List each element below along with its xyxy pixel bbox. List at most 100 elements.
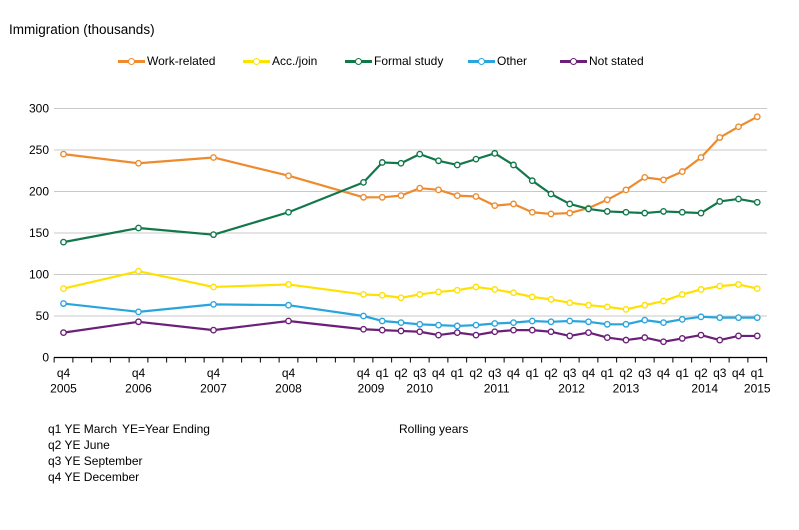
legend-label: Work-related [147, 54, 216, 68]
data-point-other [660, 319, 667, 327]
x-quarter-label: q1 [376, 366, 390, 380]
y-tick-label: 150 [29, 226, 49, 240]
data-point-work-related [603, 196, 611, 204]
y-tick-label: 300 [29, 102, 49, 116]
x-quarter-label: q3 [638, 366, 652, 380]
data-point-formal-study [435, 157, 442, 165]
data-point-not-stated [397, 327, 405, 335]
data-point-not-stated [641, 334, 649, 341]
data-point-formal-study [60, 238, 67, 246]
data-point-other [697, 313, 705, 321]
data-point-acc-join [378, 291, 386, 299]
series-line-other [62, 302, 759, 328]
x-quarter-label: q3 [563, 366, 577, 380]
legend-label: Acc./join [272, 54, 318, 68]
x-quarter-label: q4 [132, 366, 146, 380]
chart-title: Immigration (thousands) [9, 22, 155, 37]
data-point-formal-study [622, 208, 630, 216]
data-point-acc-join [641, 301, 649, 309]
x-quarter-label: q3 [413, 366, 427, 380]
legend-item-not-stated: Not stated [560, 53, 644, 69]
data-point-work-related [416, 184, 424, 192]
data-point-work-related [360, 193, 367, 201]
data-point-other [735, 314, 742, 322]
data-point-not-stated [753, 332, 761, 340]
data-point-not-stated [566, 332, 574, 340]
x-year-label: 2010 [406, 382, 433, 396]
data-point-other [360, 312, 367, 320]
x-quarter-label: q2 [394, 366, 408, 380]
x-year-label: 2014 [691, 382, 718, 396]
data-point-not-stated [622, 336, 630, 344]
data-point-work-related [510, 200, 517, 208]
chart-svg: 0 50 100 150 200 250 300 q4 q4 q4 q4 q4 q1 q2 q3 q4 q1 q2… [29, 102, 771, 396]
data-point-not-stated [210, 326, 217, 334]
data-point-other [135, 308, 142, 316]
legend-item-work-related: Work-related [118, 53, 215, 69]
x-quarter-label: q3 [713, 366, 727, 380]
x-quarter-label: q1 [451, 366, 465, 380]
data-point-formal-study [491, 149, 499, 157]
x-quarter-label: q4 [657, 366, 671, 380]
series-line-acc-join [62, 270, 759, 311]
data-point-other [453, 322, 461, 330]
data-point-work-related [660, 176, 667, 184]
data-point-acc-join [678, 291, 686, 298]
legend-label: Formal study [374, 54, 444, 68]
y-tick-label: 200 [29, 185, 49, 199]
data-point-work-related [547, 210, 555, 218]
data-point-other [285, 301, 292, 309]
data-point-formal-study [285, 208, 292, 216]
legend-label: Not stated [589, 54, 644, 68]
data-point-other [678, 315, 686, 323]
data-point-work-related [378, 193, 386, 201]
data-point-other [435, 321, 442, 329]
x-year-label: 2011 [484, 382, 510, 396]
data-point-formal-study [697, 209, 705, 217]
x-quarter-label: q4 [732, 366, 746, 380]
data-point-formal-study [528, 177, 536, 185]
legend-line-marker-icon [345, 57, 372, 65]
x-quarter-label: q2 [694, 366, 708, 380]
data-point-not-stated [135, 318, 142, 326]
data-point-formal-study [566, 200, 574, 208]
footnote-q3: q3 YE September [48, 454, 143, 468]
legend-line-marker-icon [118, 57, 145, 65]
data-point-work-related [491, 202, 499, 210]
x-year-label: 2005 [50, 382, 77, 396]
data-point-formal-study [453, 161, 461, 169]
data-point-acc-join [753, 285, 761, 293]
data-point-work-related [210, 154, 217, 161]
data-point-work-related [678, 168, 686, 175]
data-point-acc-join [397, 294, 405, 302]
data-point-not-stated [378, 326, 386, 334]
data-point-formal-study [716, 198, 724, 205]
data-point-other [510, 319, 517, 327]
y-tick-label: 250 [29, 143, 49, 157]
x-quarter-label: q2 [544, 366, 558, 380]
data-point-work-related [435, 186, 442, 194]
data-point-formal-study [753, 198, 761, 206]
data-point-acc-join [735, 281, 742, 288]
data-point-acc-join [491, 286, 499, 293]
x-quarter-label: q2 [619, 366, 633, 380]
data-point-work-related [397, 192, 405, 200]
footnote-ye-definition: YE=Year Ending [122, 422, 210, 436]
y-tick-label: 50 [36, 309, 50, 323]
data-point-work-related [453, 192, 461, 200]
data-point-work-related [285, 172, 292, 180]
x-quarter-label: q4 [357, 366, 371, 380]
x-year-label: 2015 [744, 382, 771, 396]
data-point-work-related [716, 134, 724, 141]
x-quarter-label: q1 [601, 366, 615, 380]
data-point-other [603, 320, 611, 328]
data-point-not-stated [585, 329, 592, 336]
data-point-work-related [566, 209, 574, 217]
data-point-formal-study [641, 209, 649, 217]
x-year-label: 2007 [200, 382, 227, 396]
data-point-other [753, 314, 761, 322]
x-quarter-label: q4 [432, 366, 446, 380]
data-point-acc-join [285, 281, 292, 288]
data-point-work-related [60, 150, 67, 158]
